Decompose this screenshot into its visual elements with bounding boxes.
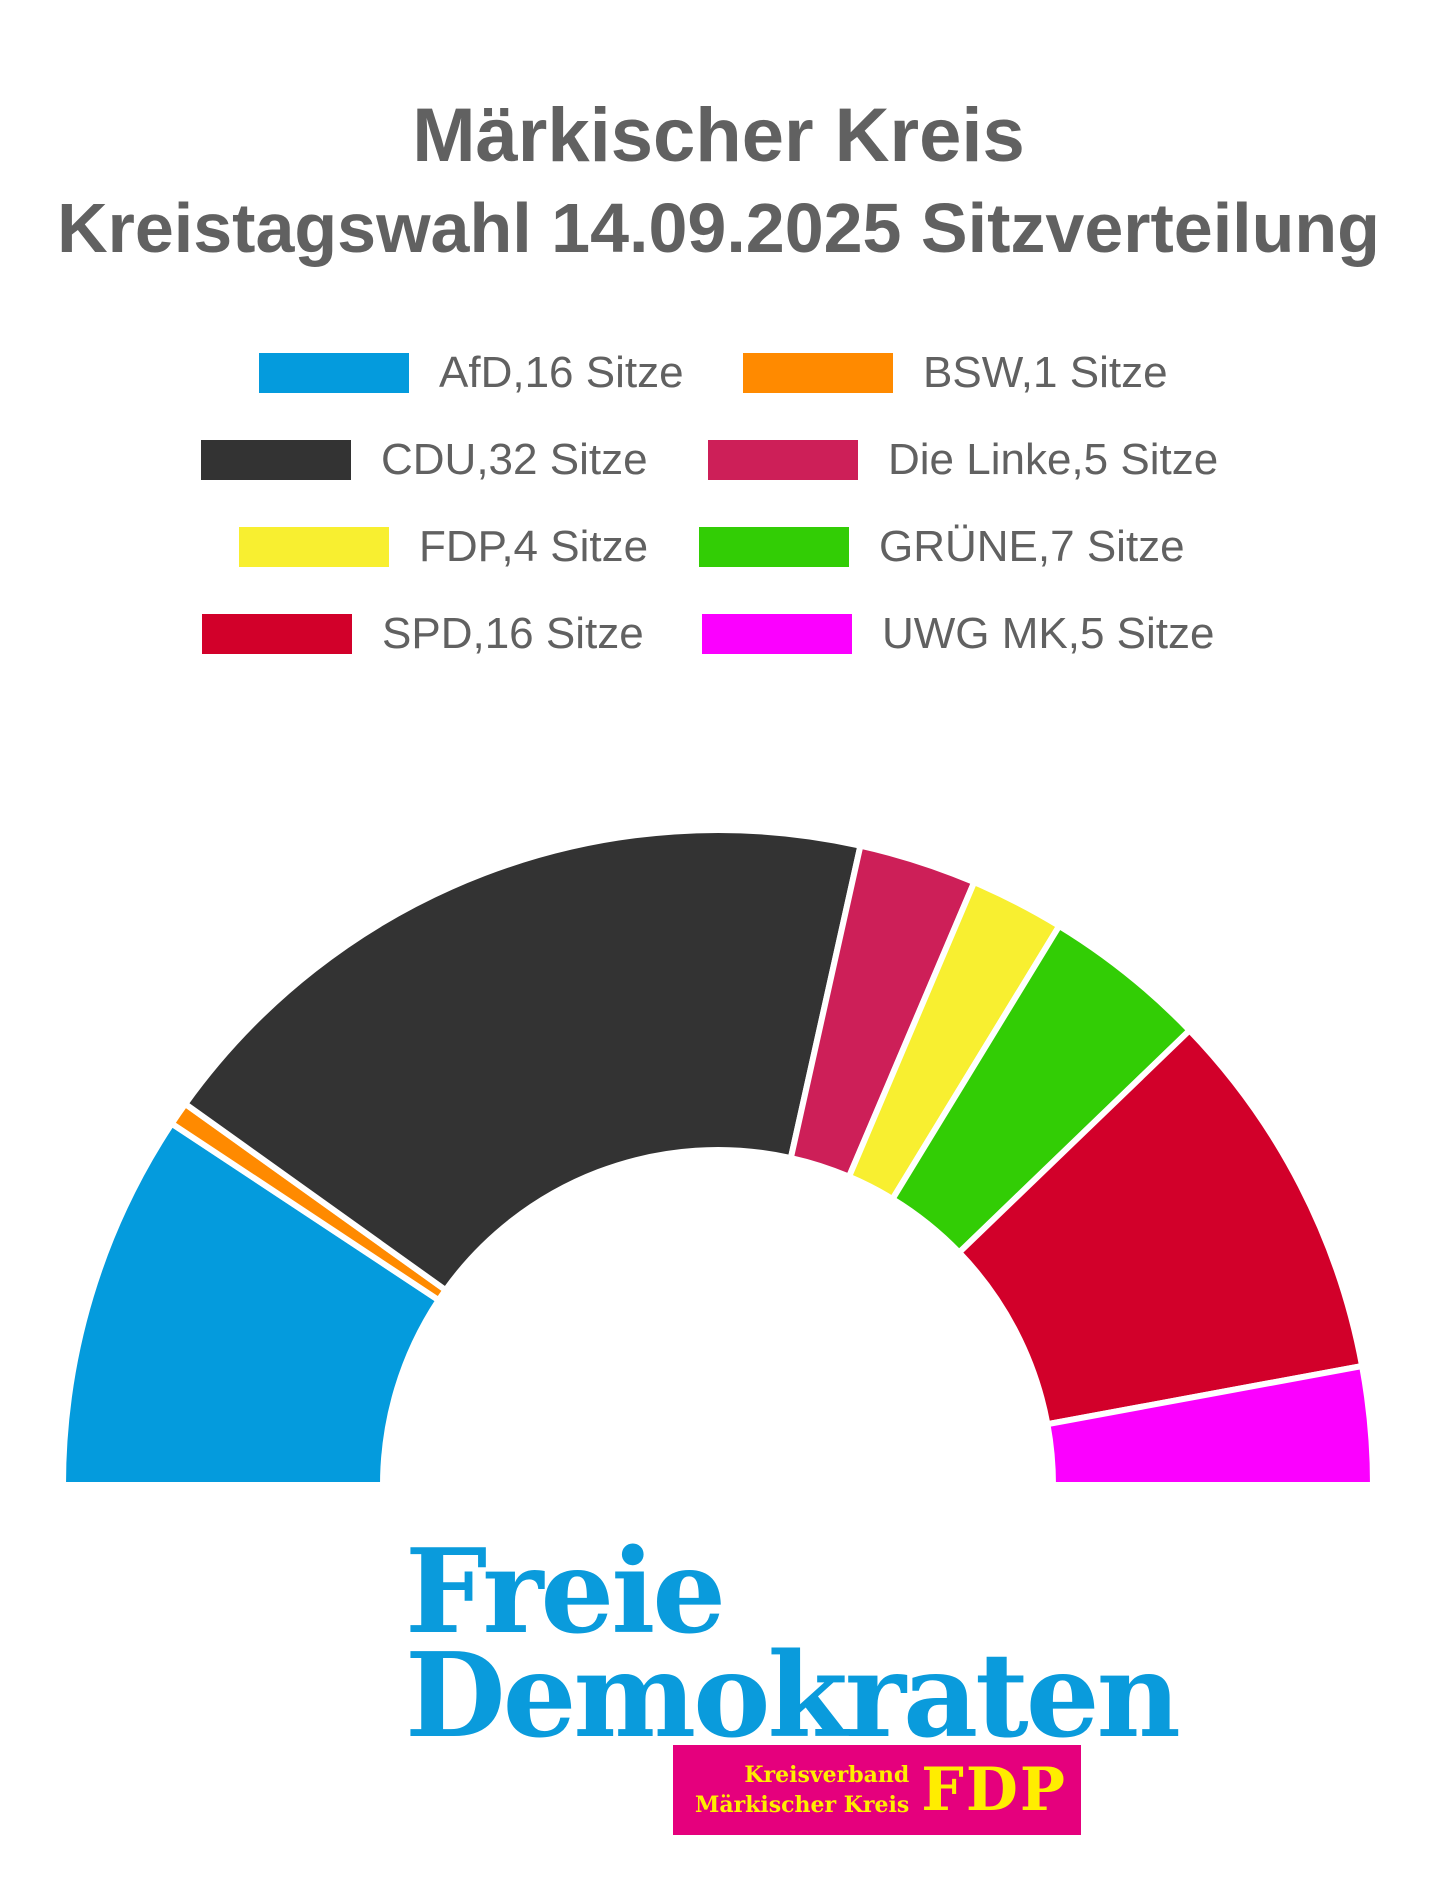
logo-badge: Kreisverband Märkischer Kreis FDP [673, 1745, 1081, 1835]
legend-swatch-cdu [201, 440, 351, 480]
seat-distribution-chart [59, 827, 1377, 1488]
legend-label-afd: AfD,16 Sitze [439, 348, 684, 397]
legend-label-gruene: GRÜNE,7 Sitze [879, 522, 1185, 571]
legend-item-bsw: BSW,1 Sitze [743, 343, 1168, 403]
legend-item-fdp: FDP,4 Sitze [239, 517, 648, 577]
legend-label-fdp: FDP,4 Sitze [419, 522, 649, 571]
fdp-logo: Freie Demokraten Kreisverband Märkischer… [405, 1524, 1181, 1835]
legend-swatch-uwg-mk [702, 614, 852, 654]
seat-slice-afd [59, 1119, 443, 1488]
legend-swatch-die-linke [708, 440, 858, 480]
seat-slice-spd [954, 1026, 1366, 1428]
legend-label-die-linke: Die Linke,5 Sitze [888, 435, 1219, 484]
legend-item-cdu: CDU,32 Sitze [201, 430, 648, 490]
legend-label-bsw: BSW,1 Sitze [923, 348, 1168, 397]
badge-line-kreis: Märkischer Kreis [694, 1792, 910, 1818]
legend: AfD,16 Sitze BSW,1 Sitze CDU,32 Sitze Di… [0, 340, 1437, 680]
seat-slice-uwg-mk [1043, 1362, 1377, 1488]
legend-label-spd: SPD,16 Sitze [382, 609, 644, 658]
legend-item-die-linke: Die Linke,5 Sitze [708, 430, 1218, 490]
legend-swatch-bsw [743, 353, 893, 393]
legend-item-spd: SPD,16 Sitze [202, 604, 644, 664]
legend-label-uwg-mk: UWG MK,5 Sitze [882, 609, 1215, 658]
legend-label-cdu: CDU,32 Sitze [381, 435, 648, 484]
chart-title: Märkischer Kreis [412, 93, 1025, 178]
badge-text: Kreisverband Märkischer Kreis [695, 1760, 909, 1820]
legend-item-afd: AfD,16 Sitze [259, 343, 684, 403]
chart-subtitle: Kreistagswahl 14.09.2025 Sitzverteilung [57, 189, 1380, 267]
legend-item-uwg-mk: UWG MK,5 Sitze [702, 604, 1215, 664]
legend-swatch-spd [202, 614, 352, 654]
legend-swatch-fdp [239, 527, 389, 567]
logo-word-freie: Freie [405, 1524, 726, 1660]
seat-slice-cdu [181, 827, 864, 1295]
logo-word-demokraten: Demokraten [405, 1628, 1181, 1764]
legend-swatch-gruene [699, 527, 849, 567]
badge-line-kreisverband: Kreisverband [744, 1762, 910, 1788]
legend-item-gruene: GRÜNE,7 Sitze [699, 517, 1185, 577]
badge-brand-fdp: FDP [921, 1755, 1067, 1825]
legend-swatch-afd [259, 353, 409, 393]
